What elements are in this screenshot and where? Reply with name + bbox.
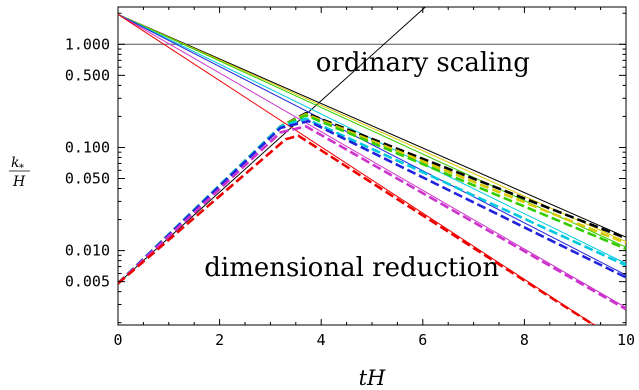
x-tick-label: 4 [317, 331, 326, 349]
y-tick-label: 0.500 [65, 66, 110, 84]
y-axis-title-subscript: * [19, 163, 24, 174]
annotation-1: dimensional reduction [204, 253, 499, 283]
y-tick-label: 0.050 [65, 170, 110, 188]
dashed-line-4 [118, 119, 626, 285]
solid-line-0 [118, 13, 626, 238]
y-axis-title-denominator: H [12, 174, 26, 190]
solid-line-1 [118, 13, 626, 243]
solid-line-4 [118, 13, 626, 276]
x-tick-label: 10 [617, 331, 635, 349]
annotation-0: ordinary scaling [316, 48, 530, 78]
dashed-line-6 [118, 134, 597, 325]
y-tick-label: 0.010 [65, 242, 110, 260]
y-tick-label: 0.100 [65, 138, 110, 156]
x-tick-label: 2 [215, 331, 224, 349]
dashed-line-5 [118, 125, 626, 311]
y-tick-label: 1.000 [65, 35, 110, 53]
solid-line-5 [118, 13, 626, 309]
y-tick-label: 0.005 [65, 273, 110, 291]
y-axis-title-numerator: k [11, 155, 19, 171]
y-axis-title: k * H [9, 155, 30, 190]
x-tick-label: 6 [418, 331, 427, 349]
x-axis-title: tH [359, 366, 386, 390]
dashed-line-2 [118, 114, 626, 285]
x-tick-label: 0 [113, 331, 122, 349]
dashed-line-3 [118, 117, 626, 285]
x-tick-label: 8 [520, 331, 529, 349]
